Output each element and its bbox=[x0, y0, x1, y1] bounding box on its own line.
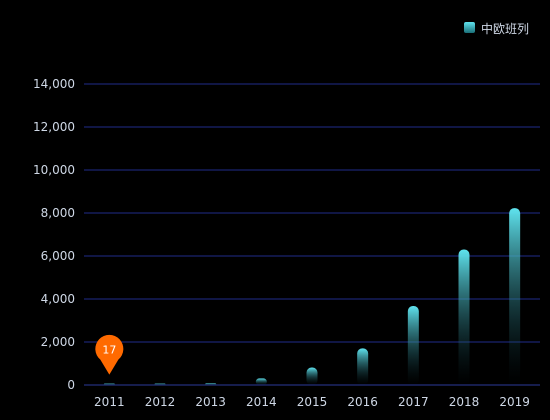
x-axis: 2011 2012 2013 2014 2015 2016 2017 2018 2019 bbox=[94, 395, 530, 409]
x-tick-label: 2015 bbox=[297, 395, 328, 409]
y-tick-label: 8,000 bbox=[41, 206, 75, 220]
x-tick-label: 2013 bbox=[195, 395, 226, 409]
marker-label: 17 bbox=[102, 344, 116, 357]
bar-2018[interactable] bbox=[458, 249, 470, 385]
y-axis: 0 2,000 4,000 6,000 8,000 10,000 12,000 14,000 bbox=[33, 77, 75, 392]
bar-2013[interactable] bbox=[205, 383, 217, 385]
legend-swatch bbox=[464, 22, 475, 33]
bars bbox=[103, 208, 521, 386]
bar-2011[interactable] bbox=[103, 383, 115, 386]
y-tick-label: 0 bbox=[67, 378, 75, 392]
x-tick-label: 2019 bbox=[499, 395, 530, 409]
bar-2019[interactable] bbox=[509, 208, 521, 385]
x-tick-label: 2012 bbox=[145, 395, 176, 409]
y-tick-label: 14,000 bbox=[33, 77, 75, 91]
x-tick-label: 2017 bbox=[398, 395, 429, 409]
bar-2017[interactable] bbox=[407, 306, 419, 385]
value-marker: 17 bbox=[95, 334, 124, 375]
x-tick-label: 2018 bbox=[449, 395, 480, 409]
y-tick-label: 10,000 bbox=[33, 163, 75, 177]
grid-lines bbox=[84, 83, 540, 386]
x-tick-label: 2011 bbox=[94, 395, 125, 409]
y-tick-label: 4,000 bbox=[41, 292, 75, 306]
x-tick-label: 2016 bbox=[347, 395, 378, 409]
legend-label: 中欧班列 bbox=[481, 21, 529, 36]
bar-2016[interactable] bbox=[357, 348, 369, 385]
y-tick-label: 6,000 bbox=[41, 249, 75, 263]
y-tick-label: 2,000 bbox=[41, 335, 75, 349]
bar-2015[interactable] bbox=[306, 367, 318, 385]
y-tick-label: 12,000 bbox=[33, 120, 75, 134]
legend[interactable]: 中欧班列 bbox=[464, 21, 529, 36]
bar-2014[interactable] bbox=[255, 378, 267, 385]
x-tick-label: 2014 bbox=[246, 395, 277, 409]
bar-2012[interactable] bbox=[154, 383, 166, 386]
marker-pin bbox=[95, 334, 124, 375]
